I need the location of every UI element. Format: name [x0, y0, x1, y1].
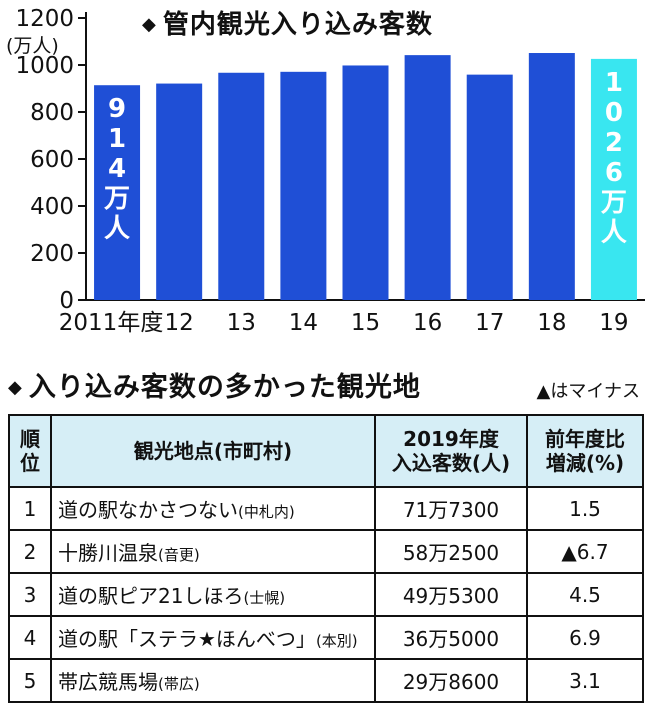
bar	[466, 74, 513, 300]
x-tick-label: 19	[599, 310, 628, 336]
bar	[590, 58, 637, 300]
x-tick-label: 18	[537, 310, 566, 336]
x-tick-label: 16	[413, 310, 442, 336]
section2-title-block: ◆ 入り込み客数の多かった観光地	[8, 365, 421, 404]
bar	[404, 55, 451, 300]
place-name: 道の駅ピア21しほろ	[58, 584, 244, 608]
table-header-row: 順 位 観光地点(市町村) 2019年度 入込客数(人) 前年度比 増減(%)	[8, 414, 644, 488]
bar-data-label: 1	[605, 68, 623, 98]
municipality: (士幌)	[243, 589, 286, 607]
place-name: 道の駅「ステラ★ほんべつ」	[58, 627, 316, 651]
header-change: 前年度比 増減(%)	[526, 414, 644, 488]
bar-data-label: 万	[601, 188, 627, 218]
x-tick-label: 14	[289, 310, 318, 336]
bar-data-label: 1	[108, 124, 126, 154]
ranking-table: 順 位 観光地点(市町村) 2019年度 入込客数(人) 前年度比 増減(%) …	[8, 414, 644, 703]
table-row: 3 道の駅ピア21しほろ(士幌) 49万5300 4.5	[8, 572, 644, 617]
place-cell: 道の駅なかさつない(中札内)	[50, 486, 376, 531]
minus-legend-note: ▲はマイナス	[536, 381, 640, 402]
y-tick-label: 200	[30, 241, 74, 267]
section2-title: 入り込み客数の多かった観光地	[28, 372, 421, 403]
municipality: (本別)	[315, 632, 358, 650]
x-tick-label: 12	[165, 310, 194, 336]
visitors-cell: 58万2500	[374, 529, 528, 574]
visitors-cell: 49万5300	[374, 572, 528, 617]
rank-cell: 2	[8, 529, 52, 574]
change-cell: ▲6.7	[526, 529, 644, 574]
bar	[528, 53, 575, 300]
municipality: (帯広)	[158, 675, 200, 693]
rank-cell: 1	[8, 486, 52, 531]
bar-data-label: 人	[601, 218, 627, 248]
header-place: 観光地点(市町村)	[50, 414, 376, 488]
x-tick-label: 17	[475, 310, 504, 336]
place-name: 道の駅なかさつない	[58, 498, 238, 522]
place-cell: 道の駅「ステラ★ほんべつ」(本別)	[50, 615, 376, 660]
change-cell: 6.9	[526, 615, 644, 660]
x-tick-label: 2011年度	[59, 310, 164, 336]
municipality: (中札内)	[238, 503, 295, 521]
visitors-cell: 36万5000	[374, 615, 528, 660]
table-row: 2 十勝川温泉(音更) 58万2500 ▲6.7	[8, 529, 644, 574]
rank-cell: 4	[8, 615, 52, 660]
table-row: 1 道の駅なかさつない(中札内) 71万7300 1.5	[8, 486, 644, 531]
bar-data-label: 9	[108, 94, 126, 124]
place-name: 帯広競馬場	[58, 670, 158, 694]
bar-data-label: 万	[104, 184, 130, 214]
diamond-marker-icon: ◆	[142, 14, 157, 35]
rank-cell: 3	[8, 572, 52, 617]
place-cell: 十勝川温泉(音更)	[50, 529, 376, 574]
place-name: 十勝川温泉	[58, 541, 158, 565]
y-tick-label: 1200	[15, 6, 74, 32]
bar-data-label: 6	[605, 158, 623, 188]
bar-data-label: 2	[605, 128, 623, 158]
bar	[218, 72, 265, 300]
header-visitors: 2019年度 入込客数(人)	[374, 414, 528, 488]
bar-data-label: 0	[605, 98, 623, 128]
municipality: (音更)	[158, 546, 200, 564]
diamond-marker-icon: ◆	[8, 377, 23, 398]
place-cell: 道の駅ピア21しほろ(士幌)	[50, 572, 376, 617]
change-cell: 4.5	[526, 572, 644, 617]
chart-title: 管内観光入り込み客数	[162, 10, 433, 40]
bar	[342, 65, 389, 300]
header-rank: 順 位	[8, 414, 52, 488]
x-tick-label: 13	[227, 310, 256, 336]
table-row: 4 道の駅「ステラ★ほんべつ」(本別) 36万5000 6.9	[8, 615, 644, 660]
bar-data-label: 人	[104, 214, 130, 244]
y-tick-label: 800	[30, 100, 74, 126]
y-tick-label: 0	[59, 288, 74, 314]
bar-data-label: 4	[108, 154, 126, 184]
chart-title-block: ◆ 管内観光入り込み客数	[142, 4, 433, 41]
bar	[156, 83, 203, 300]
y-tick-label: 400	[30, 194, 74, 220]
visitors-cell: 71万7300	[374, 486, 528, 531]
y-tick-label: 600	[30, 147, 74, 173]
bar	[280, 71, 327, 300]
bar	[94, 85, 141, 301]
y-tick-label: 1000	[15, 53, 74, 79]
x-tick-label: 15	[351, 310, 380, 336]
change-cell: 1.5	[526, 486, 644, 531]
y-axis-unit-label: (万人)	[6, 35, 59, 57]
